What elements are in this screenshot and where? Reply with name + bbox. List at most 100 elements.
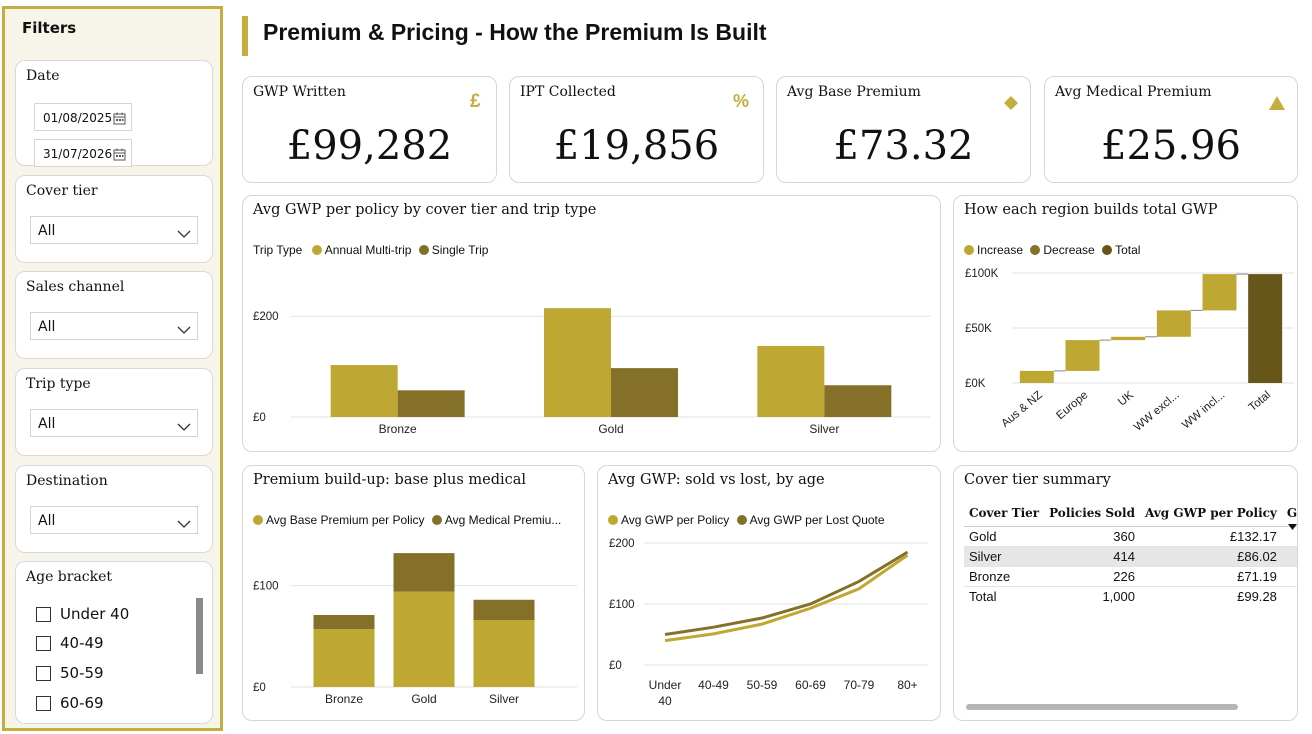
legend-label: Decrease: [1043, 243, 1095, 257]
table-cell: Total: [969, 588, 997, 604]
stacked-bar-segment: [313, 614, 375, 630]
table-row[interactable]: Bronze 226 £71.19: [964, 566, 1297, 587]
calendar-icon[interactable]: [113, 146, 126, 165]
column-header[interactable]: Cover Tier: [964, 500, 1045, 527]
chart-title: Avg GWP per policy by cover tier and tri…: [253, 202, 597, 218]
table-cell: 360: [1044, 526, 1140, 547]
table-cell: 414: [1044, 546, 1140, 567]
age-option-label: 40-49: [60, 634, 104, 652]
kpi-card-avg-base-premium[interactable]: Avg Base Premium £73.32: [776, 76, 1031, 183]
trip-type-filter: Trip type All: [15, 368, 213, 456]
series-line: [664, 550, 909, 636]
cover-tier-table: Cover Tier Policies Sold Avg GWP per Pol…: [964, 500, 1298, 606]
chart-legend: Increase Decrease Total: [964, 243, 1144, 257]
kpi-label: GWP Written: [253, 84, 346, 100]
waterfall-bar: [1065, 340, 1100, 371]
x-tick-label: 70-79: [844, 678, 875, 692]
table-row[interactable]: Silver 414 £86.02: [964, 546, 1297, 567]
x-tick-label: Bronze: [325, 692, 363, 706]
table-total-row[interactable]: Total 1,000 £99.28: [964, 586, 1297, 606]
table-horizontal-scrollbar[interactable]: [966, 704, 1238, 710]
destination-filter: Destination All: [15, 465, 213, 553]
stacked-bar-segment: [393, 591, 455, 687]
table-cell: 226: [1044, 566, 1140, 587]
x-tick-label: Gold: [598, 422, 623, 436]
kpi-label: Avg Medical Premium: [1055, 84, 1212, 100]
trip-type-dropdown[interactable]: All: [30, 409, 198, 437]
kpi-value: £25.96: [1101, 123, 1241, 169]
column-header-label: GWP: [1286, 505, 1298, 520]
end-date-input[interactable]: 31/07/2026: [34, 139, 132, 167]
sales-channel-dropdown[interactable]: All: [30, 312, 198, 340]
x-tick-label: Aus & NZ: [999, 389, 1044, 430]
series-line: [664, 553, 909, 643]
diamond-icon: [1004, 95, 1018, 114]
chart-card-sold-vs-lost[interactable]: Avg GWP: sold vs lost, by age Avg GWP pe…: [597, 465, 941, 721]
chart-card-gwp-by-tier-trip[interactable]: Avg GWP per policy by cover tier and tri…: [242, 195, 941, 452]
checkbox[interactable]: [36, 607, 51, 622]
x-tick-label: WW incl...: [1180, 389, 1227, 431]
x-tick-label: 60-69: [795, 678, 826, 692]
column-header[interactable]: Avg GWP per Policy: [1139, 500, 1282, 527]
y-tick-label: £0: [253, 682, 266, 694]
chart-card-region-waterfall[interactable]: How each region builds total GWP Increas…: [953, 195, 1298, 452]
checkbox[interactable]: [36, 666, 51, 681]
table-cell: Gold: [964, 526, 1045, 547]
stacked-bar-segment: [473, 599, 535, 621]
legend-item[interactable]: Decrease: [1030, 243, 1095, 257]
table-cell: [1281, 526, 1297, 547]
sort-desc-icon[interactable]: [1287, 519, 1297, 533]
table-card-cover-tier-summary[interactable]: Cover tier summary Cover Tier Policies S…: [953, 465, 1298, 721]
chevron-down-icon: [177, 320, 191, 339]
stacked-bar-segment: [393, 553, 455, 592]
x-tick-label: Silver: [489, 692, 519, 706]
age-list-scrollbar[interactable]: [196, 598, 203, 674]
legend-item[interactable]: Avg GWP per Policy: [608, 513, 729, 527]
legend-dot-icon: [311, 245, 322, 255]
chart-card-premium-buildup[interactable]: Premium build-up: base plus medical Avg …: [242, 465, 585, 721]
legend-item[interactable]: Total: [1102, 243, 1140, 257]
table-cell: £86.02: [1139, 546, 1282, 567]
legend-item[interactable]: Annual Multi-trip: [311, 243, 411, 257]
legend-label: Avg GWP per Policy: [621, 513, 730, 527]
start-date-input[interactable]: 01/08/2025: [34, 103, 132, 131]
bar: [611, 368, 678, 417]
table-cell: £71.19: [1139, 566, 1282, 587]
table-row[interactable]: Gold 360 £132.17: [964, 526, 1297, 547]
column-header[interactable]: GWP: [1281, 500, 1298, 530]
legend-dot-icon: [1102, 245, 1113, 255]
legend-dot-icon: [608, 515, 618, 525]
kpi-card-avg-medical-premium[interactable]: Avg Medical Premium £25.96: [1044, 76, 1298, 183]
stacked-bar-segment: [313, 629, 375, 687]
end-date-value: 31/07/2026: [43, 147, 113, 161]
kpi-card-ipt-collected[interactable]: IPT Collected % £19,856: [509, 76, 764, 183]
chart-title: How each region builds total GWP: [964, 202, 1218, 218]
kpi-value: £99,282: [286, 123, 453, 169]
legend-item[interactable]: Increase: [964, 243, 1023, 257]
sales-channel-value: All: [38, 319, 56, 335]
table-cell: £132.17: [1139, 526, 1282, 547]
x-tick-label: Europe: [1054, 389, 1090, 422]
destination-dropdown[interactable]: All: [30, 506, 198, 534]
legend-item[interactable]: Avg GWP per Lost Quote: [736, 513, 885, 527]
checkbox[interactable]: [36, 636, 51, 651]
legend-item[interactable]: Avg Base Premium per Policy: [253, 513, 425, 527]
legend-label: Avg GWP per Lost Quote: [749, 513, 885, 527]
cover-tier-dropdown[interactable]: All: [30, 216, 198, 244]
table-cell: [1281, 566, 1297, 587]
checkbox[interactable]: [36, 696, 51, 711]
calendar-icon[interactable]: [113, 110, 126, 129]
bar: [397, 390, 465, 417]
kpi-card-gwp-written[interactable]: GWP Written £ £99,282: [242, 76, 497, 183]
bar: [330, 365, 398, 417]
legend-dot-icon: [964, 245, 974, 255]
svg-text:£: £: [470, 91, 481, 109]
age-option-label: Under 40: [60, 605, 130, 623]
y-tick-label: £0: [253, 412, 266, 424]
legend-item[interactable]: Avg Medical Premiu...: [431, 513, 561, 527]
column-header[interactable]: Policies Sold: [1044, 500, 1140, 527]
legend-dot-icon: [418, 245, 429, 255]
legend-item[interactable]: Single Trip: [418, 243, 488, 257]
sales-channel-label: Sales channel: [26, 279, 125, 295]
legend-label: Total: [1115, 243, 1141, 257]
